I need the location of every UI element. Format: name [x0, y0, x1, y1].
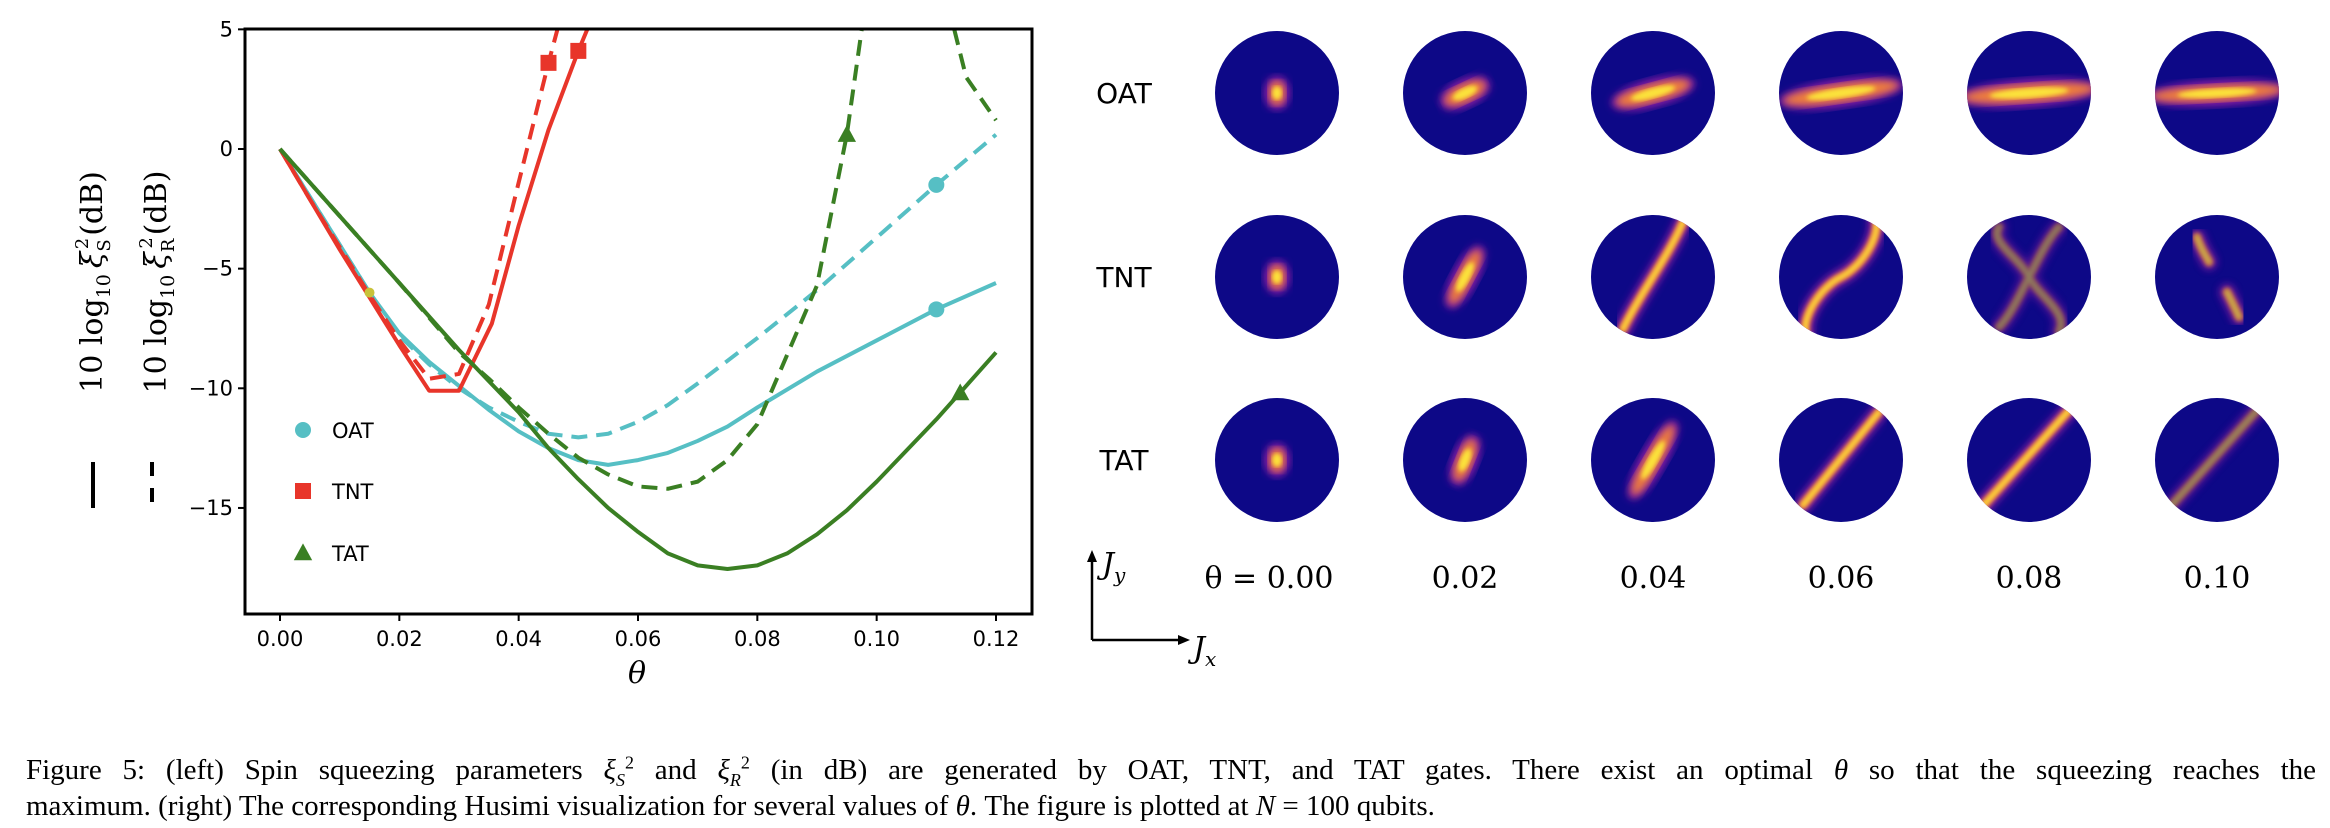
y-axis-label-r: 10 log10ξR2(dB)	[136, 171, 179, 394]
y-axis-label-s: 10 log10ξS2(dB)	[72, 171, 115, 393]
husimi-panel-oat-0	[1215, 31, 1339, 155]
y-tick-label: 0	[220, 137, 233, 161]
series-line-tat-dashed	[278, 29, 864, 491]
series-marker-oat	[928, 176, 945, 193]
row-label-oat: OAT	[1096, 77, 1153, 110]
husimi-panel-tnt-0	[1215, 215, 1339, 339]
x-axis-label: θ	[628, 656, 646, 691]
jy-label: Jy	[1096, 547, 1126, 587]
husimi-panel-tat-0	[1215, 398, 1339, 522]
legend-marker-tat	[293, 543, 313, 561]
husimi-panel-tat-4	[1967, 398, 2091, 522]
svg-text:10 log10ξR2(dB): 10 log10ξR2(dB)	[136, 171, 179, 394]
husimi-panel-tnt-5	[2155, 215, 2279, 339]
series-marker-tat	[837, 125, 857, 142]
x-tick-label: 0.08	[734, 627, 781, 651]
husimi-panel-oat-4	[1967, 31, 2091, 155]
caption: Figure 5: (left) Spin squeezing paramete…	[26, 752, 2316, 824]
husimi-panel-tat-3	[1779, 398, 1903, 522]
jx-label: Jx	[1187, 631, 1216, 671]
y-tick-label: 5	[220, 17, 233, 41]
svg-text:10 log10ξS2(dB): 10 log10ξS2(dB)	[72, 171, 115, 393]
legend-label-tat: TAT	[331, 542, 369, 566]
series-line-tnt-dashed	[278, 29, 560, 381]
series-marker-tat	[951, 383, 970, 401]
legend-marker-tnt	[295, 483, 311, 499]
x-tick-label: 0.06	[615, 627, 662, 651]
row-label-tat: TAT	[1098, 444, 1149, 477]
series-line-tat-solid	[278, 147, 998, 571]
series-line-tat-dashed-segment	[952, 29, 998, 122]
squeezing-chart: 0.00 0.02 0.04 0.06 0.08 0.10 0.12 50−5−10−15 …	[72, 17, 1034, 691]
caption-line-1: Figure 5: (left) Spin squeezing paramete…	[26, 752, 2317, 790]
husimi-panel-tnt-4	[1967, 215, 2091, 339]
series-line-oat-solid	[278, 147, 997, 467]
arrow-right-icon	[1178, 635, 1190, 645]
arrow-up-icon	[1087, 550, 1097, 562]
series-marker-tnt	[570, 42, 587, 59]
series-line-tnt-solid	[278, 29, 590, 393]
theta-label: 0.06	[1808, 561, 1875, 596]
husimi-panel-oat-5	[2155, 31, 2279, 155]
x-ticks: 0.00 0.02 0.04 0.06 0.08 0.10 0.12	[257, 614, 1020, 651]
x-tick-label: 0.04	[495, 627, 542, 651]
husimi-panel-tat-5	[2155, 398, 2279, 522]
husimi-panel-oat-1	[1403, 31, 1527, 155]
husimi-panel-tnt-1	[1403, 215, 1527, 339]
husimi-panel-oat-2	[1591, 31, 1715, 155]
x-tick-label: 0.02	[376, 627, 423, 651]
y-tick-label: −5	[202, 257, 233, 281]
husimi-panel-tat-2	[1591, 398, 1715, 522]
series-marker-oat	[928, 301, 945, 318]
legend-label-tnt: TNT	[331, 480, 374, 504]
husimi-panel-tnt-3	[1779, 215, 1903, 339]
theta-label: θ = 0.00	[1204, 561, 1333, 596]
annotation-point	[364, 287, 375, 298]
series-line-oat-dashed	[278, 133, 998, 440]
theta-label: 0.04	[1620, 561, 1687, 596]
husimi-panel-tat-1	[1403, 398, 1527, 522]
theta-label: 0.10	[2184, 561, 2251, 596]
x-tick-label: 0.00	[257, 627, 304, 651]
y-tick-label: −10	[189, 376, 233, 400]
series-layer	[278, 29, 998, 571]
husimi-panel-oat-3	[1779, 31, 1903, 155]
legend: OAT TNT TAT	[293, 419, 374, 566]
row-label-tnt: TNT	[1095, 261, 1152, 294]
x-tick-label: 0.10	[853, 627, 900, 651]
husimi-panel-tnt-2	[1591, 215, 1715, 339]
y-tick-label: −15	[189, 496, 233, 520]
husimi-grid: OAT TNT TAT θ = 0.00 0.02 0.04 0.06 0.08 0.10	[1095, 31, 2279, 596]
series-marker-tnt	[540, 54, 557, 71]
caption-line-2: maximum. (right) The corresponding Husim…	[26, 790, 1435, 822]
theta-label: 0.02	[1432, 561, 1499, 596]
legend-marker-oat	[295, 422, 311, 438]
x-tick-label: 0.12	[973, 627, 1020, 651]
husimi-axes: Jy Jx	[1087, 547, 1216, 671]
legend-label-oat: OAT	[332, 419, 374, 443]
y-ticks: 5 0 −5 −10 −15	[189, 17, 245, 520]
theta-label: 0.08	[1996, 561, 2063, 596]
